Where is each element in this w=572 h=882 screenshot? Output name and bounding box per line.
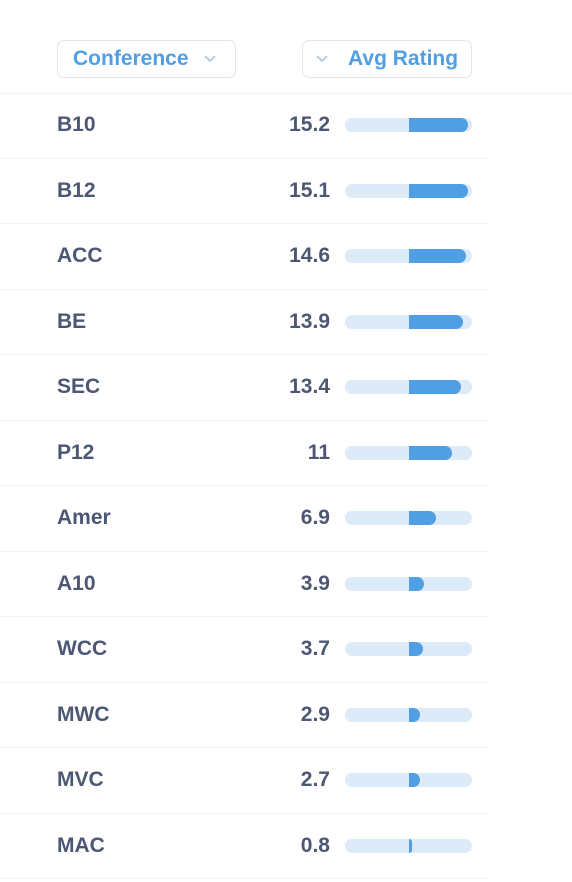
rating-bar-track: [345, 445, 472, 460]
avg-rating-value-cell: 13.9: [289, 309, 330, 333]
table-row[interactable]: Amer 6.9: [0, 486, 488, 552]
table-row[interactable]: ACC 14.6: [0, 224, 488, 290]
rating-bar-fill: [409, 773, 420, 788]
rating-bar-track: [345, 707, 472, 722]
table-row[interactable]: MVC 2.7: [0, 748, 488, 814]
table-row[interactable]: B10 15.2: [0, 93, 488, 159]
rating-bar-track: [345, 576, 472, 591]
avg-rating-value-cell: 13.4: [289, 375, 330, 399]
conference-column-label: Conference: [73, 47, 189, 70]
avg-rating-value-cell: 3.7: [300, 637, 330, 661]
table-body: B10 15.2 B12 15.1 ACC 14.6 BE 13.9 SEC 13.4 P12 11 A…: [0, 93, 488, 879]
rating-bar-fill: [409, 380, 461, 395]
table-row[interactable]: SEC 13.4: [0, 355, 488, 421]
rating-bar-track: [345, 249, 472, 264]
conference-name-cell: MAC: [57, 833, 105, 857]
conference-name-cell: B12: [57, 178, 96, 202]
table-header: Conference Avg Rating: [0, 0, 572, 94]
table-row[interactable]: WCC 3.7: [0, 617, 488, 683]
conference-name-cell: Amer: [57, 506, 111, 530]
avg-rating-column-header-button[interactable]: Avg Rating: [302, 40, 472, 78]
rating-bar-fill: [409, 707, 420, 722]
rating-bar-track: [345, 314, 472, 329]
conference-name-cell: P12: [57, 440, 95, 464]
conference-column-header-button[interactable]: Conference: [57, 40, 236, 78]
avg-rating-value-cell: 3.9: [300, 571, 330, 595]
rating-bar-track: [345, 773, 472, 788]
rating-bar-track: [345, 511, 472, 526]
avg-rating-value-cell: 6.9: [300, 506, 330, 530]
rating-bar-fill: [409, 118, 468, 133]
avg-rating-value-cell: 0.8: [300, 833, 330, 857]
table-row[interactable]: MWC 2.9: [0, 683, 488, 748]
rating-bar-track: [345, 642, 472, 657]
rating-bar-track: [345, 183, 472, 198]
conference-name-cell: ACC: [57, 244, 103, 268]
avg-rating-value-cell: 15.2: [289, 113, 330, 137]
conference-name-cell: A10: [57, 571, 96, 595]
rating-bar-fill: [409, 838, 412, 853]
table-row[interactable]: P12 11: [0, 421, 488, 486]
avg-rating-value-cell: 2.7: [300, 768, 330, 792]
conference-name-cell: MVC: [57, 768, 104, 792]
table-row[interactable]: BE 13.9: [0, 290, 488, 355]
rating-bar-track: [345, 838, 472, 853]
avg-rating-value-cell: 14.6: [289, 244, 330, 268]
table-row[interactable]: MAC 0.8: [0, 814, 488, 879]
rating-bar-fill: [409, 445, 452, 460]
avg-rating-value-cell: 11: [307, 440, 330, 464]
rating-bar-track: [345, 380, 472, 395]
avg-rating-column-label: Avg Rating: [348, 47, 459, 70]
conference-name-cell: WCC: [57, 637, 108, 661]
chevron-down-icon: [315, 52, 329, 66]
avg-rating-value-cell: 15.1: [289, 178, 330, 202]
rating-bar-fill: [409, 642, 423, 657]
conference-name-cell: SEC: [57, 375, 101, 399]
avg-rating-value-cell: 2.9: [300, 702, 330, 726]
table-row[interactable]: A10 3.9: [0, 552, 488, 617]
conference-name-cell: MWC: [57, 702, 110, 726]
conference-name-cell: BE: [57, 309, 87, 333]
rating-bar-fill: [409, 183, 468, 198]
conference-name-cell: B10: [57, 113, 96, 137]
rating-bar-fill: [409, 249, 466, 264]
rating-bar-fill: [409, 511, 436, 526]
chevron-down-icon: [203, 52, 217, 66]
rating-bar-fill: [409, 576, 424, 591]
table-row[interactable]: B12 15.1: [0, 159, 488, 224]
rating-bar-fill: [409, 314, 463, 329]
rating-bar-track: [345, 118, 472, 133]
